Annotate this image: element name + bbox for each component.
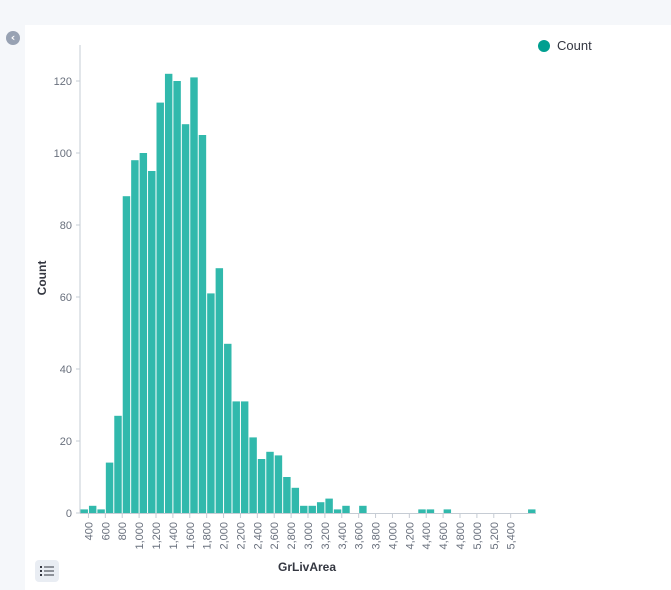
legend-label-count[interactable]: Count: [557, 38, 592, 53]
histogram-bar[interactable]: [198, 135, 207, 513]
histogram-bar[interactable]: [207, 293, 215, 513]
histogram-bar[interactable]: [105, 462, 114, 513]
histogram-bar[interactable]: [418, 509, 426, 513]
y-tick-label: 60: [60, 292, 72, 304]
histogram-bar[interactable]: [333, 509, 342, 513]
x-tick-label: 2,800: [286, 522, 298, 550]
x-tick-label: 4,400: [421, 522, 433, 550]
left-panel-bar: [0, 25, 25, 590]
histogram-bar[interactable]: [148, 171, 156, 513]
x-tick-label: 400: [83, 522, 95, 540]
list-icon: [40, 566, 54, 576]
histogram-bar[interactable]: [80, 509, 88, 513]
histogram-bar[interactable]: [443, 509, 452, 513]
x-tick-label: 4,800: [455, 522, 467, 550]
x-tick-label: 1,200: [151, 522, 163, 550]
legend-color-dot[interactable]: [538, 39, 550, 52]
histogram-bar[interactable]: [156, 102, 164, 513]
histogram-bar[interactable]: [249, 437, 257, 513]
histogram-bar[interactable]: [139, 153, 148, 513]
histogram-bar[interactable]: [316, 502, 325, 513]
x-tick-label: 2,000: [219, 522, 231, 550]
histogram-bar[interactable]: [266, 451, 274, 513]
legend: Count: [538, 38, 592, 53]
y-tick-label: 20: [60, 436, 72, 448]
histogram-bar[interactable]: [274, 455, 283, 513]
histogram-bar[interactable]: [232, 401, 240, 513]
y-tick-label: 40: [60, 364, 72, 376]
y-axis: 0 20 40 60 80 100 120: [54, 45, 81, 520]
histogram-bar[interactable]: [224, 343, 232, 513]
x-tick-label: 3,800: [371, 522, 383, 550]
histogram-bar[interactable]: [97, 509, 105, 513]
x-tick-label: 800: [117, 522, 129, 540]
x-tick-label: 600: [100, 522, 112, 540]
histogram-bar[interactable]: [240, 401, 249, 513]
bars-group: [80, 73, 536, 514]
x-tick-label: 1,800: [202, 522, 214, 550]
x-axis-title: GrLivArea: [278, 560, 336, 574]
histogram-bar[interactable]: [173, 81, 181, 513]
x-tick-label: 5,200: [489, 522, 501, 550]
y-tick-label: 100: [54, 148, 72, 160]
x-tick-label: 2,600: [269, 522, 281, 550]
top-panel-bar: [0, 0, 671, 25]
x-tick-label: 1,600: [185, 522, 197, 550]
histogram-bar[interactable]: [88, 505, 97, 513]
histogram-bar[interactable]: [257, 459, 266, 513]
histogram-bar[interactable]: [114, 415, 122, 513]
x-tick-label: 4,600: [438, 522, 450, 550]
x-tick-label: 2,200: [235, 522, 247, 550]
histogram-bar[interactable]: [426, 509, 435, 513]
histogram-bar[interactable]: [215, 268, 224, 513]
histogram-bar[interactable]: [283, 477, 291, 513]
x-tick-label: 1,400: [168, 522, 180, 550]
y-axis-title: Count: [35, 261, 49, 296]
x-tick-label: 3,400: [337, 522, 349, 550]
histogram-bar[interactable]: [342, 505, 350, 513]
histogram-bar[interactable]: [291, 487, 300, 513]
histogram-bar[interactable]: [325, 498, 333, 513]
x-tick-label: 4,200: [404, 522, 416, 550]
x-tick-label: 5,000: [472, 522, 484, 550]
histogram-bar[interactable]: [181, 124, 190, 513]
histogram-bar[interactable]: [131, 160, 139, 513]
histogram-bar[interactable]: [300, 505, 308, 513]
x-tick-label: 2,400: [252, 522, 264, 550]
histogram-bar[interactable]: [308, 505, 316, 513]
x-tick-label: 3,200: [320, 522, 332, 550]
histogram-bar[interactable]: [122, 196, 131, 513]
histogram-bar[interactable]: [528, 509, 536, 513]
y-tick-label: 0: [66, 508, 72, 520]
x-tick-label: 4,000: [387, 522, 399, 550]
y-tick-label: 120: [54, 76, 72, 88]
histogram-bar[interactable]: [164, 73, 173, 514]
x-tick-label: 3,000: [303, 522, 315, 550]
x-axis: 400 600 800 1,000 1,200 1,400 1,600 1,800 2,000 2…: [80, 513, 536, 550]
y-tick-label: 80: [60, 220, 72, 232]
x-tick-label: 3,600: [354, 522, 366, 550]
histogram-bar[interactable]: [190, 77, 198, 514]
legend-toggle-button[interactable]: [35, 560, 59, 582]
histogram-bar[interactable]: [359, 505, 367, 513]
chevron-left-icon[interactable]: ‹: [6, 31, 20, 45]
x-tick-label: 1,000: [134, 522, 146, 550]
x-tick-label: 5,400: [506, 522, 518, 550]
